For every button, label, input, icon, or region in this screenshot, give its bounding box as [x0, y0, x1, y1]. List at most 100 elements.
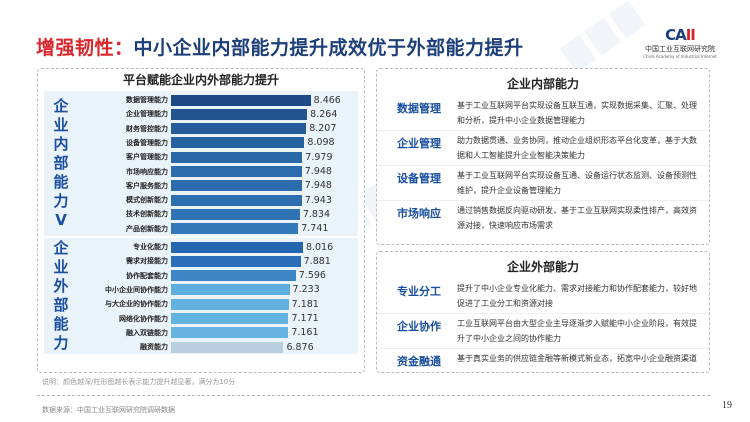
bar-value: 7.834: [302, 208, 331, 220]
bar: [171, 313, 289, 324]
bar-value: 7.979: [305, 151, 333, 163]
bar-value: 7.233: [292, 284, 320, 296]
bar-value: 7.943: [304, 194, 332, 206]
bar: [171, 327, 289, 339]
bar-row: 数据管理能力 8.466: [38, 93, 341, 107]
bar-row: 专业化能力 8.016: [38, 240, 333, 254]
group-label-char: 业: [53, 116, 69, 134]
bar-row: 市场响应能力 7.948: [38, 165, 332, 179]
external-title: 企业外部能力: [506, 260, 579, 274]
bar: [171, 341, 284, 353]
bar-row: 客户服务能力 7.948: [38, 179, 332, 193]
bar-value: 8.264: [310, 108, 338, 120]
bar-label: 企业管理能力: [126, 110, 168, 119]
item-desc: 基于工业互联网平台实现设备互联互通，实现数据采集、汇聚、处理和分析，提升中小企业…: [457, 101, 697, 125]
bar-label: 产品创新能力: [126, 224, 168, 233]
bar: [171, 123, 307, 135]
logo-mark: CAII: [665, 26, 696, 44]
item-desc: 助力数据贯通、业务协同，推动企业组织形态平台化变革，基于大数据和人工智能提升企业…: [457, 136, 697, 160]
item-key: 设备管理: [397, 172, 441, 185]
capability-chart: 平台赋能企业内外部能力提升 企业内部能力 V 数据管理能力 8.466 企业管理能力 8.…: [37, 68, 365, 373]
bar-row: 产品创新能力 7.741: [38, 222, 328, 236]
group-label-char: 企: [53, 97, 69, 115]
data-source: 数据来源：中国工业互联网研究院调研数据: [42, 406, 175, 414]
bar-value: 7.881: [303, 255, 331, 267]
item-key: 市场响应: [397, 207, 441, 220]
bar-row: 网络化协作能力 7.171: [38, 312, 319, 326]
group-label-char: 力: [53, 334, 69, 353]
bar-label: 专业化能力: [133, 243, 168, 251]
bar-row: 中小企业间协作能力 7.233: [38, 283, 320, 297]
bar-row: 需求对接能力 7.881: [38, 254, 331, 268]
bar-row: 融入双链能力 7.161: [38, 326, 319, 340]
title-highlight: 增强韧性：: [36, 37, 134, 59]
bar: [171, 298, 289, 310]
internal-item: 市场响应 通过销售数据反向驱动研发，基于工业互联网实现柔性排产，高效资源对接，快速…: [377, 200, 709, 235]
group-label-char: 能: [53, 173, 69, 191]
bar-value: 8.466: [313, 94, 341, 106]
bar-label: 融资能力: [140, 343, 168, 352]
item-desc: 提升了中小企业专业化能力、需求对接能力和协作配套能力，较好地促进了工业分工和资源…: [457, 284, 697, 308]
bar-label: 财务管控能力: [126, 124, 168, 133]
bar-value: 7.171: [291, 313, 319, 324]
title-main: 中小企业内部能力提升成效优于外部能力提升: [133, 37, 524, 59]
bar-row: 财务管控能力 8.207: [38, 122, 336, 136]
bar-label: 与大企业的协作能力: [105, 300, 168, 309]
item-key: 企业协作: [397, 320, 441, 333]
bar: [171, 151, 303, 163]
bar: [171, 108, 308, 120]
group-label: 企业外部能力: [50, 239, 72, 353]
group-label-char: V: [55, 211, 67, 229]
external-item: 资金融通 基于真实业务的供应链金融等新模式新业态，拓宽中小企业融资渠道: [377, 348, 709, 371]
bar: [171, 137, 305, 149]
item-key: 企业管理: [397, 137, 441, 150]
item-desc: 工业互联网平台由大型企业主导逐渐步入赋能中小企业阶段，有效提升了中小企业之间的协…: [457, 319, 697, 343]
item-key: 资金融通: [397, 355, 441, 368]
watermark: [559, 0, 651, 74]
internal-item: 企业管理 助力数据贯通、业务协同，推动企业组织形态平台化变革，基于大数据和人工智能…: [377, 130, 709, 165]
caii-logo: CAII 中国工业互联网研究院 China Academy of Industr…: [640, 26, 720, 59]
page-number: 19: [722, 400, 732, 411]
bar-label: 设备管理能力: [126, 138, 168, 147]
internal-item: 数据管理 基于工业互联网平台实现设备互联互通，实现数据采集、汇聚、处理和分析，提升…: [377, 96, 709, 130]
bar-value: 7.948: [304, 166, 332, 177]
item-key: 数据管理: [397, 102, 441, 115]
bar-value: 8.207: [309, 123, 337, 135]
bar: [171, 241, 303, 253]
bar-value: 7.181: [291, 298, 319, 310]
item-desc: 基于真实业务的供应链金融等新模式新业态，拓宽中小企业融资渠道: [457, 354, 697, 363]
bar-label: 模式创新能力: [126, 196, 168, 205]
bar-value: 7.596: [298, 270, 326, 282]
bar-label: 技术创新能力: [126, 210, 168, 219]
bar: [171, 223, 299, 235]
bar-label: 客户服务能力: [126, 181, 168, 190]
bar-value: 6.876: [286, 341, 314, 353]
bar-row: 协作配套能力 7.596: [38, 269, 326, 283]
bar-row: 模式创新能力 7.943: [38, 193, 332, 207]
bar-label: 需求对接能力: [126, 257, 168, 266]
bar: [171, 270, 296, 282]
bar-value: 7.161: [291, 327, 319, 339]
bar: [171, 180, 302, 192]
bar: [171, 166, 302, 177]
bar-label: 客户管理能力: [126, 153, 168, 162]
bar-row: 融资能力 6.876: [38, 340, 314, 354]
bar-row: 技术创新能力 7.834: [38, 207, 330, 221]
logo-cn: 中国工业互联网研究院: [645, 45, 715, 53]
bar-row: 与大企业的协作能力 7.181: [38, 297, 319, 311]
bar-row: 企业管理能力 8.264: [38, 107, 337, 121]
page-title: 增强韧性：中小企业内部能力提升成效优于外部能力提升: [36, 33, 524, 60]
bar: [171, 255, 301, 267]
logo-en: China Academy of Industrial Internet: [643, 54, 717, 59]
external-panel: 企业外部能力 专业分工 提升了中小企业专业化能力、需求对接能力和协作配套能力，较好…: [376, 251, 710, 373]
chart-title: 平台赋能企业内外部能力提升: [122, 73, 279, 87]
bar-label: 协作配套能力: [126, 271, 168, 280]
bar-label: 中小企业间协作能力: [105, 285, 168, 294]
bar-row: 客户管理能力 7.979: [38, 150, 333, 164]
group-label-char: 部: [53, 154, 69, 172]
item-desc: 基于工业互联网平台实现设备互通、设备运行状态监测、设备预测性维护，提升企业设备管…: [457, 171, 697, 195]
group-label-char: 企: [53, 239, 69, 258]
bar: [171, 194, 302, 206]
bar-label: 融入双链能力: [126, 328, 168, 337]
